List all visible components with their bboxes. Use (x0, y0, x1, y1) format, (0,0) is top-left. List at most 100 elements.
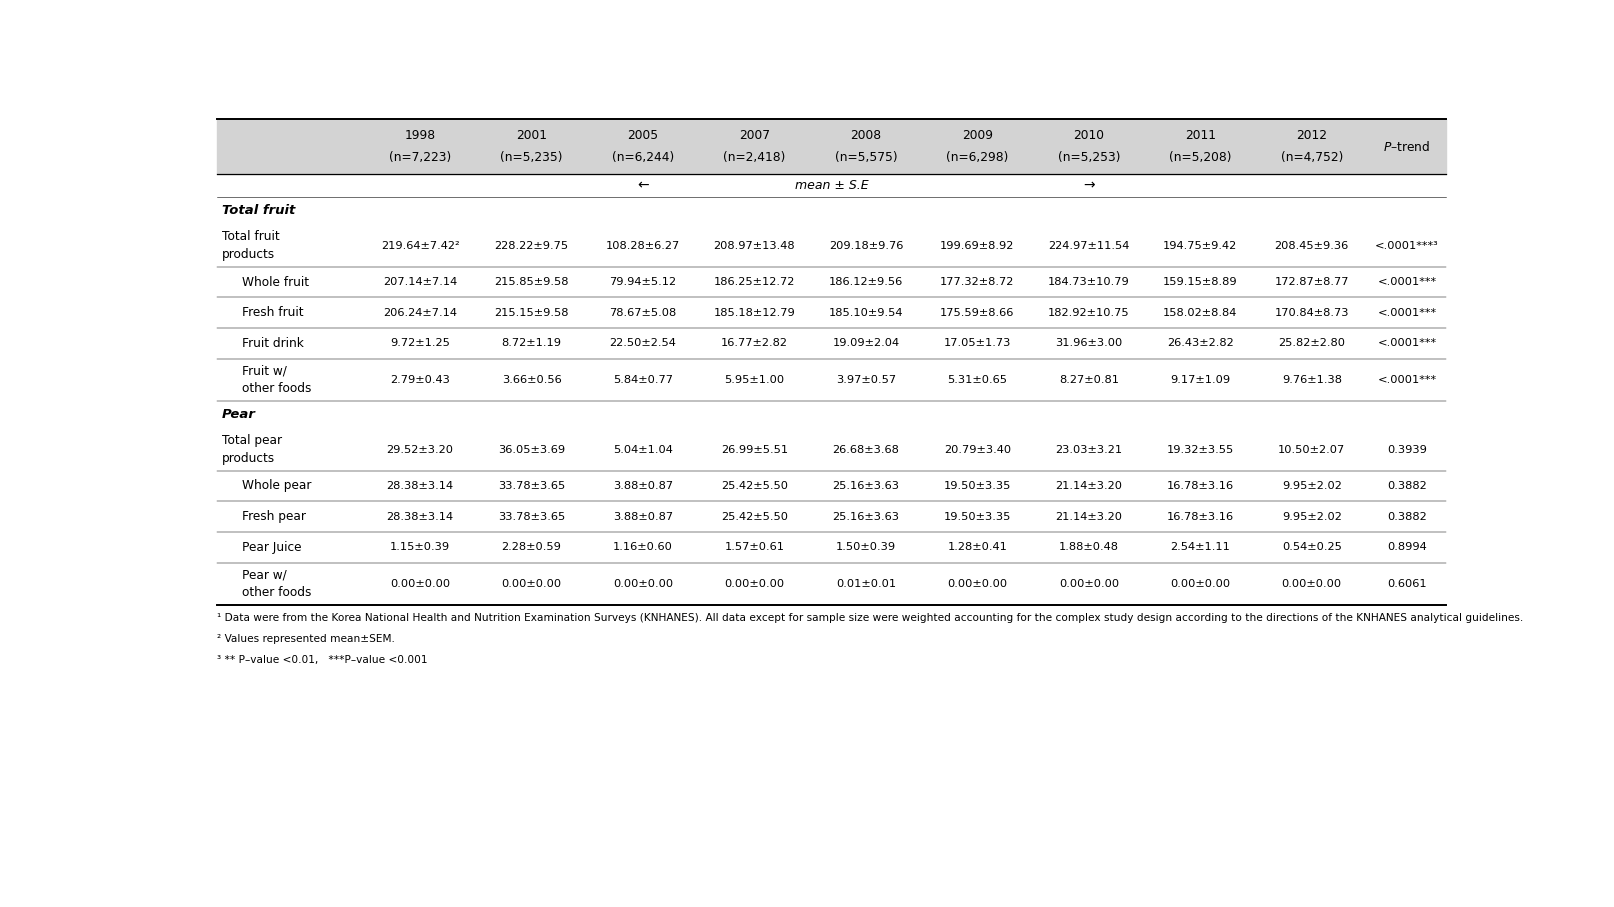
Text: 1.57±0.61: 1.57±0.61 (725, 542, 784, 552)
Text: 185.10±9.54: 185.10±9.54 (828, 307, 904, 317)
Text: 2010: 2010 (1073, 129, 1104, 141)
Text: (n=4,752): (n=4,752) (1280, 151, 1343, 164)
Text: 5.84±0.77: 5.84±0.77 (613, 375, 673, 385)
Text: 2.79±0.43: 2.79±0.43 (391, 375, 450, 385)
Text: 0.3939: 0.3939 (1386, 444, 1427, 454)
Text: 19.09±2.04: 19.09±2.04 (833, 338, 899, 348)
Text: 1.88±0.48: 1.88±0.48 (1059, 542, 1119, 552)
Text: 9.72±1.25: 9.72±1.25 (391, 338, 450, 348)
Text: ³ ** P–value <0.01,   ***P–value <0.001: ³ ** P–value <0.01, ***P–value <0.001 (216, 655, 428, 665)
Text: 26.68±3.68: 26.68±3.68 (833, 444, 899, 454)
Text: Pear w/: Pear w/ (242, 568, 287, 581)
Text: 186.25±12.72: 186.25±12.72 (713, 277, 796, 287)
Text: Pear: Pear (221, 408, 255, 421)
Text: 25.16±3.63: 25.16±3.63 (833, 481, 899, 491)
Text: 2.28±0.59: 2.28±0.59 (502, 542, 562, 552)
Text: 33.78±3.65: 33.78±3.65 (499, 512, 565, 522)
Text: 16.78±3.16: 16.78±3.16 (1167, 512, 1235, 522)
Text: 25.42±5.50: 25.42±5.50 (721, 481, 788, 491)
Text: Whole fruit: Whole fruit (242, 276, 308, 288)
Text: $\it{P}$–trend: $\it{P}$–trend (1383, 140, 1430, 153)
Bar (216, 120, 1446, 174)
Text: Total fruit: Total fruit (221, 204, 295, 218)
Text: 0.00±0.00: 0.00±0.00 (613, 579, 673, 589)
Text: (n=5,235): (n=5,235) (500, 151, 563, 164)
Text: 21.14±3.20: 21.14±3.20 (1056, 512, 1122, 522)
Text: 0.54±0.25: 0.54±0.25 (1282, 542, 1341, 552)
Text: 170.84±8.73: 170.84±8.73 (1275, 307, 1349, 317)
Text: (n=5,253): (n=5,253) (1057, 151, 1120, 164)
Text: 2009: 2009 (962, 129, 993, 141)
Text: 29.52±3.20: 29.52±3.20 (387, 444, 454, 454)
Text: 219.64±7.42²: 219.64±7.42² (381, 240, 460, 250)
Text: ² Values represented mean±SEM.: ² Values represented mean±SEM. (216, 634, 395, 644)
Text: 31.96±3.00: 31.96±3.00 (1056, 338, 1122, 348)
Text: 19.32±3.55: 19.32±3.55 (1167, 444, 1235, 454)
Text: 2.54±1.11: 2.54±1.11 (1170, 542, 1230, 552)
Text: 0.3882: 0.3882 (1386, 481, 1427, 491)
Text: 1.16±0.60: 1.16±0.60 (613, 542, 673, 552)
Text: 1.15±0.39: 1.15±0.39 (391, 542, 450, 552)
Text: 2012: 2012 (1296, 129, 1327, 141)
Text: other foods: other foods (242, 586, 312, 600)
Text: <.0001***: <.0001*** (1377, 307, 1436, 317)
Text: <.0001***³: <.0001***³ (1375, 240, 1438, 250)
Text: 108.28±6.27: 108.28±6.27 (605, 240, 679, 250)
Text: 0.00±0.00: 0.00±0.00 (391, 579, 450, 589)
Text: 207.14±7.14: 207.14±7.14 (383, 277, 457, 287)
Text: 5.95±1.00: 5.95±1.00 (725, 375, 784, 385)
Text: 8.27±0.81: 8.27±0.81 (1059, 375, 1119, 385)
Text: 33.78±3.65: 33.78±3.65 (499, 481, 565, 491)
Text: <.0001***: <.0001*** (1377, 277, 1436, 287)
Text: 0.01±0.01: 0.01±0.01 (836, 579, 896, 589)
Text: 78.67±5.08: 78.67±5.08 (610, 307, 676, 317)
Text: (n=6,244): (n=6,244) (612, 151, 675, 164)
Text: Fruit drink: Fruit drink (242, 337, 303, 350)
Text: 9.95±2.02: 9.95±2.02 (1282, 512, 1341, 522)
Text: 206.24±7.14: 206.24±7.14 (383, 307, 457, 317)
Text: 3.66±0.56: 3.66±0.56 (502, 375, 562, 385)
Text: 25.82±2.80: 25.82±2.80 (1278, 338, 1346, 348)
Text: Whole pear: Whole pear (242, 480, 312, 493)
Text: 21.14±3.20: 21.14±3.20 (1056, 481, 1122, 491)
Text: (n=7,223): (n=7,223) (389, 151, 452, 164)
Text: 2008: 2008 (851, 129, 881, 141)
Text: 0.00±0.00: 0.00±0.00 (1059, 579, 1119, 589)
Text: 16.78±3.16: 16.78±3.16 (1167, 481, 1235, 491)
Text: 8.72±1.19: 8.72±1.19 (502, 338, 562, 348)
Text: 158.02±8.84: 158.02±8.84 (1164, 307, 1238, 317)
Text: 5.04±1.04: 5.04±1.04 (613, 444, 673, 454)
Text: →: → (1083, 179, 1094, 192)
Text: 2007: 2007 (739, 129, 770, 141)
Text: 0.00±0.00: 0.00±0.00 (1170, 579, 1230, 589)
Text: (n=6,298): (n=6,298) (946, 151, 1009, 164)
Text: 215.15±9.58: 215.15±9.58 (494, 307, 568, 317)
Text: 208.45±9.36: 208.45±9.36 (1275, 240, 1349, 250)
Text: 0.00±0.00: 0.00±0.00 (725, 579, 784, 589)
Text: 185.18±12.79: 185.18±12.79 (713, 307, 796, 317)
Text: 0.3882: 0.3882 (1386, 512, 1427, 522)
Text: 19.50±3.35: 19.50±3.35 (944, 512, 1010, 522)
Text: mean ± S.E: mean ± S.E (794, 179, 868, 191)
Text: (n=5,208): (n=5,208) (1169, 151, 1231, 164)
Text: 228.22±9.75: 228.22±9.75 (494, 240, 568, 250)
Text: Fresh pear: Fresh pear (242, 511, 305, 523)
Text: 25.16±3.63: 25.16±3.63 (833, 512, 899, 522)
Text: 10.50±2.07: 10.50±2.07 (1278, 444, 1346, 454)
Text: 1.50±0.39: 1.50±0.39 (836, 542, 896, 552)
Text: 9.76±1.38: 9.76±1.38 (1282, 375, 1341, 385)
Text: 17.05±1.73: 17.05±1.73 (944, 338, 1010, 348)
Text: 3.97±0.57: 3.97±0.57 (836, 375, 896, 385)
Text: 2005: 2005 (628, 129, 659, 141)
Text: (n=5,575): (n=5,575) (834, 151, 897, 164)
Text: 9.17±1.09: 9.17±1.09 (1170, 375, 1230, 385)
Text: 28.38±3.14: 28.38±3.14 (386, 512, 454, 522)
Text: 215.85±9.58: 215.85±9.58 (494, 277, 568, 287)
Text: 26.99±5.51: 26.99±5.51 (721, 444, 788, 454)
Text: 199.69±8.92: 199.69±8.92 (941, 240, 1015, 250)
Text: <.0001***: <.0001*** (1377, 375, 1436, 385)
Text: 182.92±10.75: 182.92±10.75 (1047, 307, 1130, 317)
Text: 0.00±0.00: 0.00±0.00 (502, 579, 562, 589)
Text: 36.05±3.69: 36.05±3.69 (499, 444, 565, 454)
Text: Fruit w/: Fruit w/ (242, 365, 287, 377)
